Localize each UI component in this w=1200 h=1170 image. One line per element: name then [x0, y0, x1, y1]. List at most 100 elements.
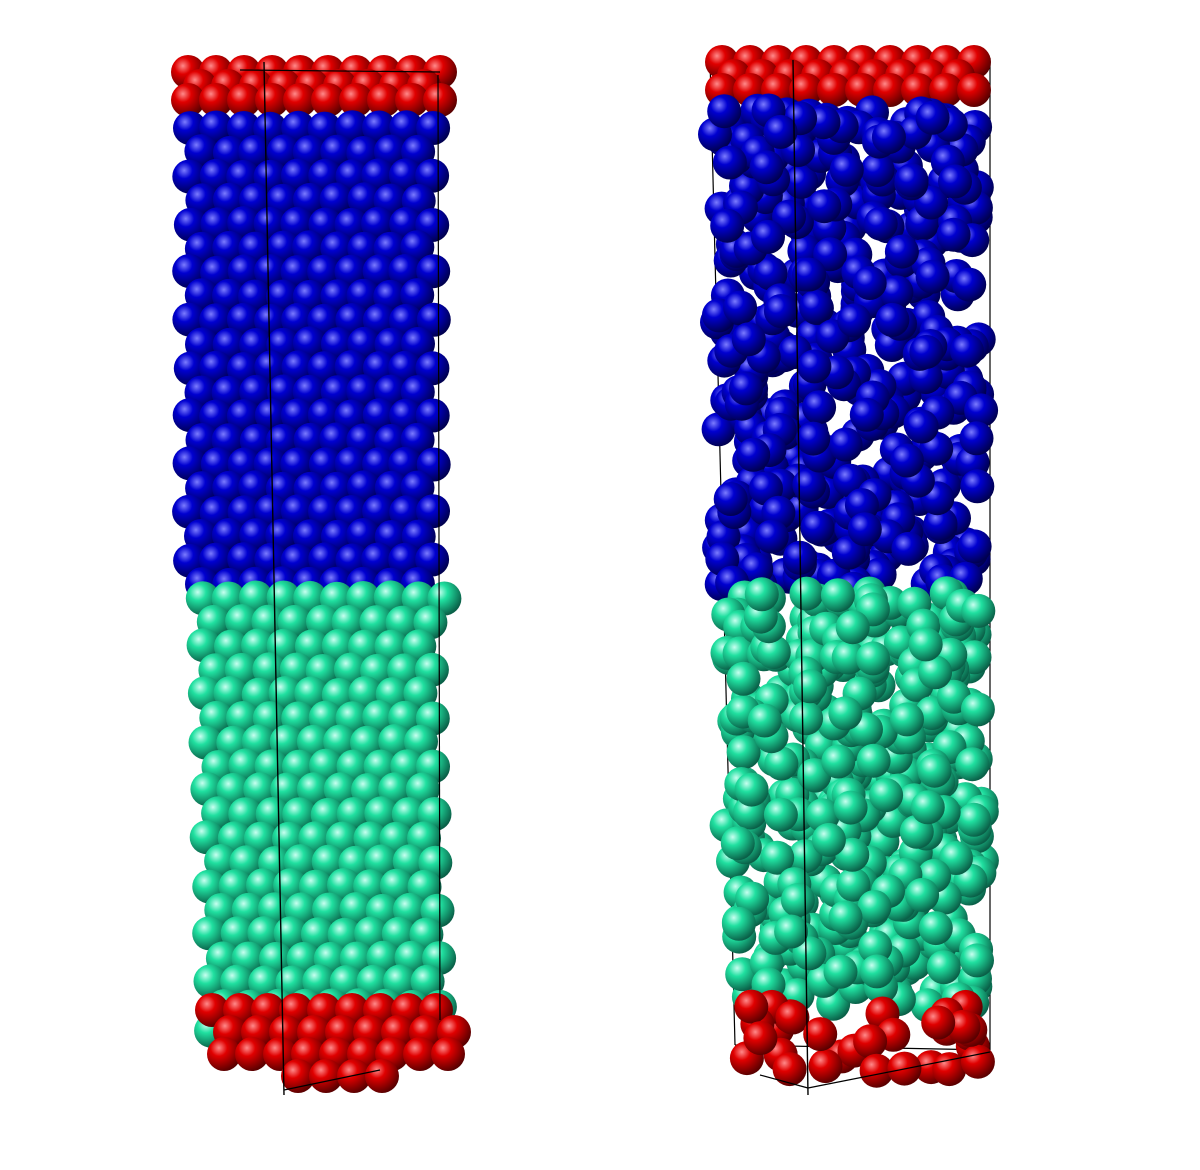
blue-particle [361, 542, 395, 577]
box-front-bottom-edge [807, 1051, 991, 1089]
blue-particle [710, 208, 745, 243]
red-cap-particle [775, 1000, 810, 1035]
red-cap-particle [423, 83, 457, 117]
vertical-axis-line [792, 59, 809, 1096]
ordered-column-panel [171, 55, 471, 1096]
green-particle [252, 652, 287, 687]
green-particle [722, 636, 757, 671]
green-particle [890, 702, 924, 737]
red-cap-particle [281, 1059, 315, 1093]
red-cap-particle [932, 1052, 967, 1087]
blue-particle [960, 469, 995, 504]
green-particle [403, 676, 438, 711]
blue-particle [889, 443, 924, 478]
blue-particle [949, 333, 984, 368]
blue-particle [723, 290, 758, 325]
green-particle [793, 669, 828, 704]
blue-particle [847, 512, 882, 547]
green-particle [823, 954, 858, 989]
red-cap-particle [403, 1037, 437, 1071]
red-cap-particle [853, 1024, 888, 1059]
blue-particle [871, 120, 906, 155]
blue-particle [772, 199, 806, 234]
green-particle [735, 881, 770, 916]
blue-particle [852, 266, 887, 300]
green-particle [856, 641, 890, 676]
blue-particle [796, 421, 831, 456]
green-particle [760, 840, 795, 875]
green-particle [764, 746, 799, 781]
green-particle [926, 950, 961, 985]
green-particle [780, 883, 815, 917]
green-particle [383, 964, 417, 999]
blue-particle [415, 158, 450, 193]
blue-particle [792, 467, 827, 502]
vertical-edge-line [437, 74, 441, 1021]
green-particle [820, 578, 855, 613]
green-particle [821, 744, 856, 779]
blue-particle [891, 531, 926, 566]
red-cap-particle [734, 989, 769, 1024]
red-cap-particle [929, 73, 963, 107]
green-particle [373, 580, 408, 615]
green-particle [789, 701, 824, 736]
blue-particle [884, 234, 919, 269]
green-particle [204, 844, 239, 878]
red-cap-particle [960, 1044, 995, 1079]
blue-particle [909, 334, 944, 369]
green-particle [192, 916, 227, 951]
blue-particle [875, 302, 910, 337]
blue-particle [904, 409, 939, 444]
red-cap-particle [817, 73, 851, 107]
blue-particle [863, 206, 898, 241]
green-particle [247, 916, 282, 951]
blue-particle [415, 398, 450, 433]
blue-particle [799, 289, 833, 324]
blue-particle [346, 518, 381, 552]
blue-particle [915, 100, 950, 135]
green-particle [960, 943, 994, 978]
blue-particle [964, 393, 999, 428]
green-particle [339, 892, 374, 926]
blue-particle [254, 398, 289, 433]
blue-particle [829, 152, 864, 187]
blue-particle [226, 302, 261, 337]
green-particle [720, 826, 755, 861]
green-particle [836, 867, 871, 902]
green-particle [917, 753, 952, 788]
blue-particle [792, 257, 827, 292]
green-particle [858, 930, 893, 964]
green-particle [789, 576, 824, 611]
blue-particle [346, 374, 381, 409]
green-particle [857, 890, 892, 924]
red-cap-particle [957, 73, 991, 107]
blue-particle [416, 494, 450, 529]
red-cap-particle [431, 1037, 465, 1071]
blue-particle [753, 256, 788, 291]
green-particle [869, 778, 904, 813]
green-particle [296, 772, 331, 807]
disordered-column-panel [698, 45, 999, 1096]
red-cap-particle [311, 83, 345, 117]
blue-particle [199, 350, 234, 385]
green-particle [859, 954, 894, 989]
blue-particle [731, 322, 766, 357]
blue-particle [807, 189, 842, 224]
green-particle [833, 790, 868, 825]
blue-particle [802, 390, 837, 425]
green-particle [961, 593, 996, 628]
green-particle [910, 790, 945, 825]
blue-particle [416, 254, 451, 289]
blue-particle [938, 164, 972, 199]
green-particle [721, 906, 756, 941]
green-particle [774, 914, 809, 949]
blue-particle [849, 397, 884, 432]
blue-particle [701, 412, 736, 447]
blue-particle [797, 349, 832, 384]
blue-particle [751, 219, 785, 254]
green-particle [410, 964, 445, 999]
green-particle [744, 577, 779, 612]
blue-particle [736, 437, 771, 472]
blue-particle [936, 217, 971, 252]
